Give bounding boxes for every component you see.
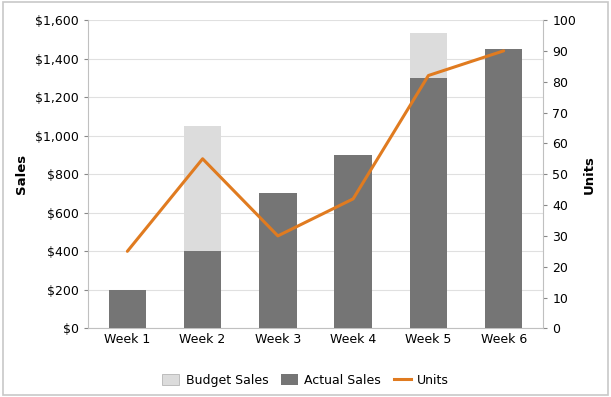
Y-axis label: Sales: Sales <box>15 154 28 194</box>
Units <box>274 233 282 238</box>
Bar <box>109 290 146 328</box>
Bar <box>334 155 372 328</box>
Units <box>123 249 131 254</box>
Bar <box>334 174 372 328</box>
Legend: Budget Sales, Actual Sales, Units: Budget Sales, Actual Sales, Units <box>162 374 449 387</box>
Bar <box>259 193 297 328</box>
Units <box>500 48 507 53</box>
Bar <box>485 84 522 328</box>
Bar <box>184 251 221 328</box>
Y-axis label: Units: Units <box>583 155 596 194</box>
Bar <box>485 49 522 328</box>
Bar <box>184 126 221 328</box>
Bar <box>259 226 297 328</box>
Units <box>425 73 432 78</box>
Units <box>349 197 357 201</box>
Units <box>199 156 207 161</box>
Line: Units: Units <box>127 51 503 251</box>
Bar <box>409 78 447 328</box>
Bar <box>409 33 447 328</box>
Bar <box>109 296 146 328</box>
